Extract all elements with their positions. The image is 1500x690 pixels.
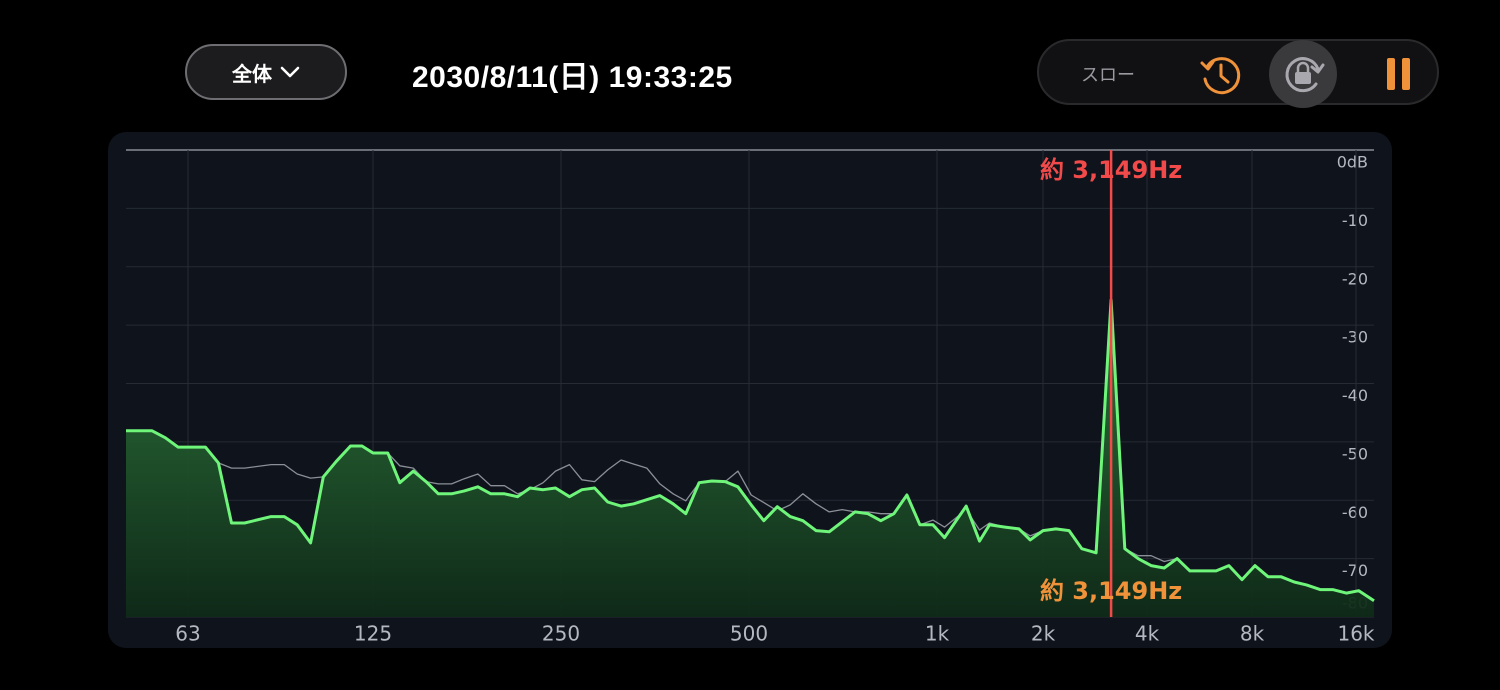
spectrum-area	[126, 300, 1374, 617]
y-tick-label: -40	[1342, 386, 1368, 405]
x-tick-label: 500	[730, 622, 768, 646]
x-tick-label: 63	[175, 622, 200, 646]
x-tick-label: 1k	[925, 622, 950, 646]
x-tick-label: 16k	[1337, 622, 1374, 646]
x-tick-label: 4k	[1135, 622, 1160, 646]
spectrum-line	[126, 298, 1375, 602]
x-tick-label: 8k	[1240, 622, 1265, 646]
y-tick-label: -50	[1342, 444, 1368, 463]
rotation-lock-button[interactable]	[1268, 39, 1338, 109]
peak-label: 約 3,149Hz	[1040, 577, 1182, 605]
pause-button[interactable]	[1384, 56, 1414, 92]
speed-button[interactable]: スロー	[1081, 65, 1135, 86]
control-bar: スロー	[1037, 39, 1439, 108]
x-tick-label: 2k	[1031, 622, 1056, 646]
y-tick-label: -70	[1342, 561, 1368, 580]
y-tick-label: -30	[1342, 328, 1368, 347]
dropdown-label: 全体	[232, 61, 272, 86]
history-button[interactable]	[1199, 53, 1243, 97]
y-tick-label: -20	[1342, 269, 1368, 288]
chevron-icon	[280, 66, 300, 78]
scope-dropdown[interactable]: 全体	[185, 44, 347, 100]
x-tick-label: 250	[542, 622, 580, 646]
marker-label: 約 3,149Hz	[1040, 156, 1182, 184]
y-tick-label: 0dB	[1337, 153, 1368, 172]
y-tick-label: -10	[1342, 211, 1368, 230]
x-tick-label: 125	[354, 622, 392, 646]
y-tick-label: -60	[1342, 503, 1368, 522]
datetime: 2030/8/11(日) 19:33:25	[412, 61, 733, 94]
